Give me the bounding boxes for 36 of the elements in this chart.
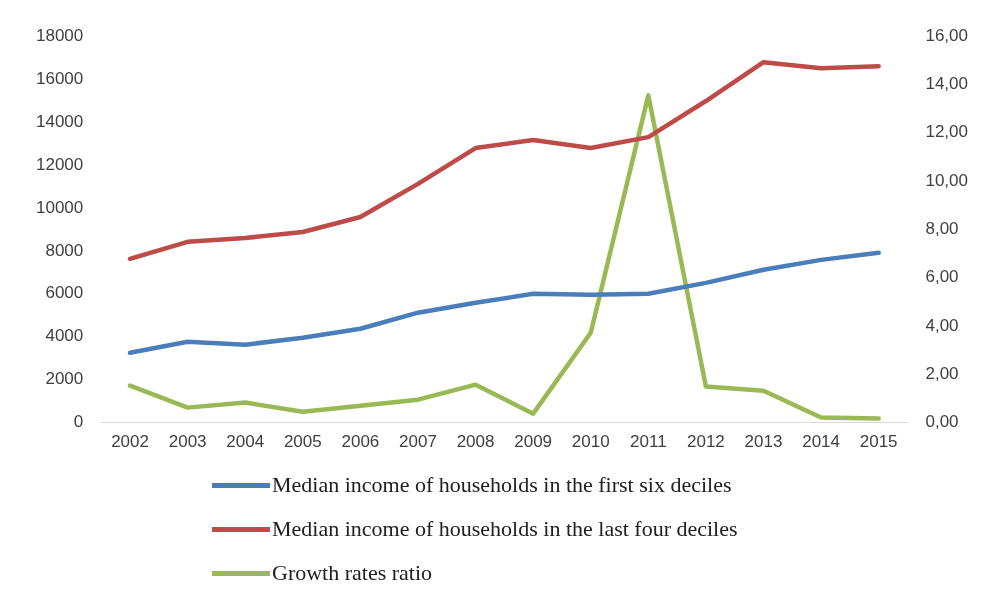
y2-tick-label: 8,00	[925, 219, 959, 239]
legend-label: Median income of households in the first six deciles	[272, 472, 732, 498]
x-tick-label: 2013	[744, 432, 783, 452]
x-tick-label: 2005	[283, 432, 322, 452]
y2-tick-label: 12,00	[925, 122, 969, 142]
x-tick-label: 2007	[399, 432, 437, 452]
x-tick-label: 2004	[226, 432, 265, 452]
y2-tick-label: 6,00	[925, 267, 959, 287]
y-tick-label: 18000	[35, 25, 84, 45]
x-tick-label: 2014	[802, 432, 840, 452]
x-tick-label: 2002	[111, 432, 149, 452]
y2-tick-label: 0,00	[925, 412, 959, 432]
y2-tick-label: 16,00	[925, 25, 969, 45]
y-tick-label: 10000	[35, 197, 84, 217]
x-tick-label: 2015	[859, 432, 898, 452]
y-tick-label: 6000	[45, 283, 84, 303]
y-tick-label: 8000	[45, 240, 84, 260]
y-tick-label: 16000	[35, 68, 84, 88]
y-tick-label: 12000	[35, 154, 84, 174]
x-tick-label: 2010	[571, 432, 610, 452]
y2-tick-label: 4,00	[925, 315, 959, 335]
x-tick-label: 2011	[630, 432, 667, 452]
y-tick-label: 0	[73, 412, 84, 432]
x-tick-label: 2008	[456, 432, 495, 452]
x-tick-label: 2012	[687, 432, 725, 452]
y-tick-label: 4000	[45, 326, 84, 346]
y-tick-label: 2000	[45, 369, 84, 389]
y2-tick-label: 10,00	[925, 170, 969, 190]
legend-label: Growth rates ratio	[272, 560, 433, 586]
y-tick-label: 14000	[35, 111, 84, 131]
y2-tick-label: 2,00	[925, 363, 959, 383]
y2-tick-label: 14,00	[925, 74, 969, 94]
x-tick-label: 2006	[341, 432, 380, 452]
x-tick-label: 2003	[168, 432, 207, 452]
x-tick-label: 2009	[514, 432, 553, 452]
legend-label: Median income of households in the last four deciles	[272, 516, 738, 542]
